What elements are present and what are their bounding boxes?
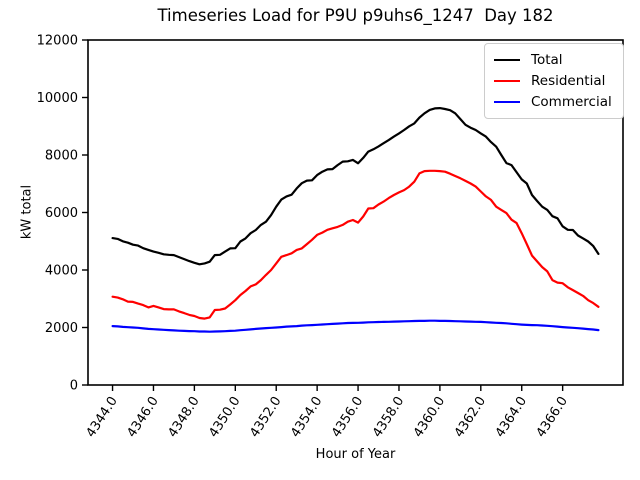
- residential-line: [111, 169, 600, 320]
- x-tick-label: 4356.0: [329, 394, 366, 440]
- legend: Total Residential Commercial: [484, 43, 624, 119]
- x-tick-label: 4360.0: [411, 394, 448, 440]
- x-tick-label: 4350.0: [206, 394, 243, 440]
- legend-label-commercial: Commercial: [531, 94, 612, 110]
- residential-line-swatch: [494, 79, 520, 83]
- y-tick-label: 6000: [45, 206, 78, 221]
- commercial-line-swatch: [494, 100, 520, 104]
- x-tick-label: 4354.0: [288, 394, 325, 440]
- y-tick-label: 2000: [45, 321, 78, 336]
- x-axis-label: Hour of Year: [315, 447, 396, 462]
- x-tick-label: 4366.0: [534, 394, 571, 440]
- y-tick-label: 0: [70, 379, 78, 394]
- total-line-swatch: [494, 58, 520, 62]
- x-tick-label: 4346.0: [124, 394, 161, 440]
- x-tick-label: 4348.0: [165, 394, 202, 440]
- x-tick-label: 4362.0: [452, 394, 489, 440]
- x-tick-label: 4364.0: [493, 394, 530, 440]
- x-tick-label: 4352.0: [247, 394, 284, 440]
- legend-item-total: Total: [494, 52, 612, 68]
- legend-item-residential: Residential: [494, 73, 612, 89]
- legend-item-commercial: Commercial: [494, 94, 612, 110]
- y-tick-label: 10000: [37, 91, 78, 106]
- legend-label-residential: Residential: [531, 73, 606, 89]
- y-tick-label: 4000: [45, 264, 78, 279]
- commercial-line: [111, 319, 600, 333]
- total-line: [111, 106, 600, 266]
- chart-title: Timeseries Load for P9U p9uhs6_1247 Day …: [157, 6, 554, 25]
- x-tick-label: 4358.0: [370, 394, 407, 440]
- legend-label-total: Total: [531, 52, 563, 68]
- y-tick-label: 8000: [45, 149, 78, 164]
- y-tick-label: 12000: [37, 34, 78, 49]
- x-tick-label: 4344.0: [84, 394, 121, 440]
